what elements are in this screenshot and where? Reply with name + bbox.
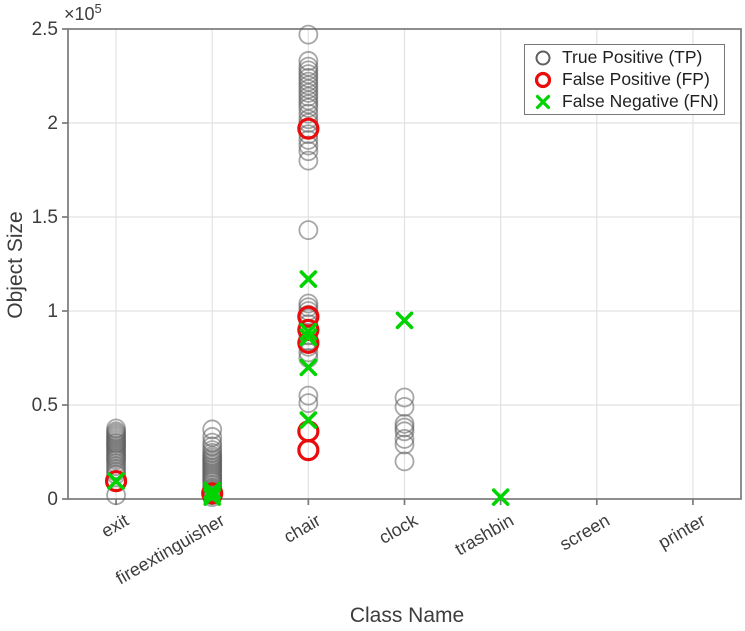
tp-marker [106, 485, 126, 506]
legend-item-false-positive: False Positive (FP) [532, 69, 724, 91]
tp-marker [298, 24, 319, 45]
tp-marker [298, 385, 319, 406]
legend-marker-glyph [535, 94, 551, 109]
y-tick-label: 2 [47, 113, 58, 134]
legend: True Positive (TP) False Positive (FP) F… [524, 44, 725, 115]
tp-marker [394, 434, 415, 455]
tp-marker [394, 451, 415, 472]
x-axis-title: Class Name [349, 604, 465, 627]
tp-marker [298, 130, 319, 150]
legend-label-tp: True Positive (TP) [562, 47, 703, 67]
tp-marker [298, 393, 319, 414]
fp-marker [297, 117, 320, 140]
fp-open-circle-icon [534, 71, 552, 88]
fn-marker [299, 322, 318, 341]
fn-marker [203, 485, 222, 504]
y-tick-label: 1.5 [31, 207, 58, 228]
tp-marker [298, 150, 319, 171]
tp-marker [202, 419, 223, 440]
tp-marker [298, 220, 319, 241]
legend-item-false-negative: False Negative (FN) [532, 91, 724, 113]
fn-marker [395, 311, 414, 330]
tp-marker [394, 421, 415, 442]
y-axis-exponent-label: ×105 [64, 1, 102, 25]
fn-marker [299, 411, 318, 429]
fn-marker [299, 270, 318, 288]
fp-marker [297, 439, 320, 462]
y-tick-label: 2.5 [31, 19, 58, 40]
exponent-base: ×10 [64, 4, 95, 24]
y-axis-title: Object Size [4, 211, 27, 319]
tp-marker [298, 141, 319, 162]
fn-marker [203, 481, 222, 500]
tp-marker [394, 428, 415, 449]
legend-item-true-positive: True Positive (TP) [532, 47, 724, 69]
fp-marker [201, 482, 224, 505]
fp-marker [297, 305, 320, 328]
y-tick-label: 1 [47, 301, 58, 322]
fn-marker [107, 472, 125, 490]
y-tick-label: 0.5 [31, 395, 58, 416]
fn-x-icon [535, 94, 551, 109]
tp-marker [394, 396, 415, 417]
fn-marker [491, 488, 510, 506]
tp-open-circle-icon [535, 50, 551, 65]
legend-marker-glyph [534, 71, 552, 88]
fn-marker [299, 328, 318, 347]
fn-marker [203, 488, 222, 506]
tp-marker [394, 387, 415, 408]
fn-marker [299, 358, 318, 377]
tp-marker [298, 342, 319, 363]
tp-marker [298, 51, 319, 71]
tp-marker [298, 98, 319, 118]
fp-marker [104, 470, 128, 493]
legend-marker-glyph [535, 50, 551, 65]
tp-marker [298, 103, 319, 124]
exponent-power: 5 [94, 1, 102, 16]
y-tick-label: 0 [47, 489, 58, 510]
legend-label-fp: False Positive (FP) [562, 69, 710, 89]
legend-label-fn: False Negative (FN) [562, 91, 719, 111]
